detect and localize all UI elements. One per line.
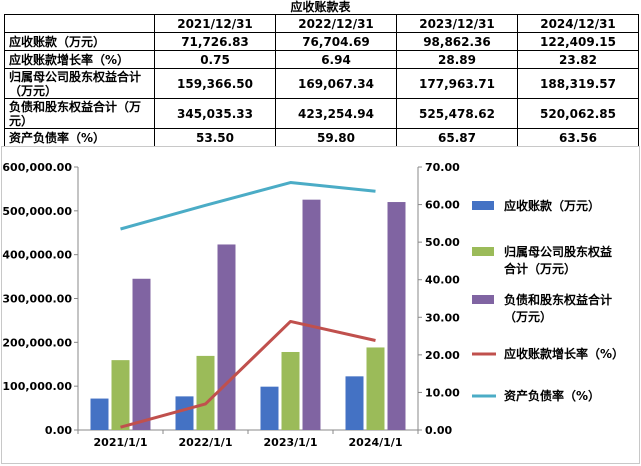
legend-label-3: （万元） [504, 309, 552, 324]
table-row: 资产负债率（%） 53.50 59.80 65.87 63.56 [4, 128, 639, 147]
table-cell: 28.89 [396, 50, 518, 69]
legend-label-3: 负债和股东权益合计 [504, 292, 612, 307]
left-tick-label: 300,000.00 [2, 293, 72, 306]
table-header-cell: 2021/12/31 [154, 14, 276, 33]
table-cell: 122,409.15 [517, 32, 639, 51]
legend-label-1: 应收账款（万元） [504, 198, 600, 213]
row-label: 归属母公司股东权益合计（万元） [4, 68, 155, 99]
bar-2-1 [111, 360, 130, 430]
row-label: 应收账款（万元） [4, 32, 155, 51]
table-header-cell: 2024/12/31 [517, 14, 639, 33]
bar-3-4 [387, 202, 406, 430]
table-cell: 345,035.33 [154, 98, 276, 129]
table-cell: 0.75 [154, 50, 276, 69]
table-cell: 63.56 [517, 128, 639, 147]
row-label: 应收账款增长率（%） [4, 50, 155, 69]
right-tick-label: 20.00 [425, 349, 460, 362]
combo-chart: 0.00 100,000.00 200,000.00 300,000.00 400,00… [2, 161, 624, 449]
table-cell: 525,478.62 [396, 98, 518, 129]
row-label: 负债和股东权益合计（万元） [4, 98, 155, 129]
table-cell: 159,366.50 [154, 68, 276, 99]
right-tick-label: 70.00 [425, 161, 460, 174]
table-header-cell [4, 14, 155, 33]
bar-3-1 [132, 278, 151, 430]
bar-1-2 [175, 396, 194, 430]
table-cell: 23.82 [517, 50, 639, 69]
bar-1-1 [90, 398, 109, 430]
table-cell: 65.87 [396, 128, 518, 147]
bar-2-4 [366, 347, 385, 430]
right-tick-label: 60.00 [425, 199, 460, 212]
legend-swatch-1 [472, 201, 494, 210]
left-tick-label: 100,000.00 [2, 380, 72, 393]
chart-area: 0.00 100,000.00 200,000.00 300,000.00 400,00… [1, 146, 640, 464]
table-header-cell: 2023/12/31 [396, 14, 518, 33]
x-tick-label: 2021/1/1 [94, 436, 148, 449]
line-series-2 [120, 181, 376, 231]
table-row: 负债和股东权益合计（万元） 345,035.33 423,254.94 525,… [4, 98, 639, 129]
right-tick-label: 10.00 [425, 386, 460, 399]
table-header-row: 2021/12/31 2022/12/31 2023/12/31 2024/12… [4, 14, 639, 33]
bar-1-4 [345, 376, 364, 430]
left-tick-label: 200,000.00 [2, 336, 72, 349]
right-tick-label: 50.00 [425, 236, 460, 249]
bar-2-3 [281, 351, 300, 430]
right-tick-label: 0.00 [425, 424, 452, 437]
table-cell: 177,963.71 [396, 68, 518, 99]
table-cell: 423,254.94 [275, 98, 397, 129]
legend-label-2: 归属母公司股东权益 [504, 244, 612, 259]
table-cell: 169,067.34 [275, 68, 397, 99]
x-tick-label: 2024/1/1 [349, 436, 403, 449]
legend-swatch-3 [472, 295, 494, 304]
legend-label-4: 应收账款增长率（%） [504, 346, 624, 361]
legend-swatch-2 [472, 247, 494, 256]
bar-1-3 [260, 386, 279, 430]
x-tick-label: 2023/1/1 [264, 436, 318, 449]
table-title: 应收账款表 [290, 0, 351, 14]
table-cell: 6.94 [275, 50, 397, 69]
table-cell: 76,704.69 [275, 32, 397, 51]
bar-3-2 [217, 244, 236, 430]
table-cell: 188,319.57 [517, 68, 639, 99]
data-table: 2021/12/31 2022/12/31 2023/12/31 2024/12… [4, 14, 639, 147]
left-tick-label: 500,000.00 [2, 205, 72, 218]
table-row: 应收账款（万元） 71,726.83 76,704.69 98,862.36 1… [4, 32, 639, 51]
table-row: 归属母公司股东权益合计（万元） 159,366.50 169,067.34 17… [4, 68, 639, 99]
left-tick-label: 400,000.00 [2, 249, 72, 262]
table-row: 应收账款增长率（%） 0.75 6.94 28.89 23.82 [4, 50, 639, 69]
legend-label-2: 合计（万元） [504, 261, 576, 276]
line-series-1 [120, 319, 376, 429]
x-tick-label: 2022/1/1 [179, 436, 233, 449]
table-cell: 59.80 [275, 128, 397, 147]
table-cell: 98,862.36 [396, 32, 518, 51]
table-header-cell: 2022/12/31 [275, 14, 397, 33]
table-cell: 520,062.85 [517, 98, 639, 129]
bar-2-2 [196, 355, 215, 430]
legend-label-5: 资产负债率（%） [504, 388, 600, 403]
table-cell: 53.50 [154, 128, 276, 147]
right-tick-label: 40.00 [425, 274, 460, 287]
row-label: 资产负债率（%） [4, 128, 155, 147]
table-cell: 71,726.83 [154, 32, 276, 51]
left-tick-label: 600,000.00 [2, 161, 72, 174]
bar-3-3 [302, 199, 321, 430]
left-tick-label: 0.00 [45, 424, 72, 437]
right-tick-label: 30.00 [425, 311, 460, 324]
